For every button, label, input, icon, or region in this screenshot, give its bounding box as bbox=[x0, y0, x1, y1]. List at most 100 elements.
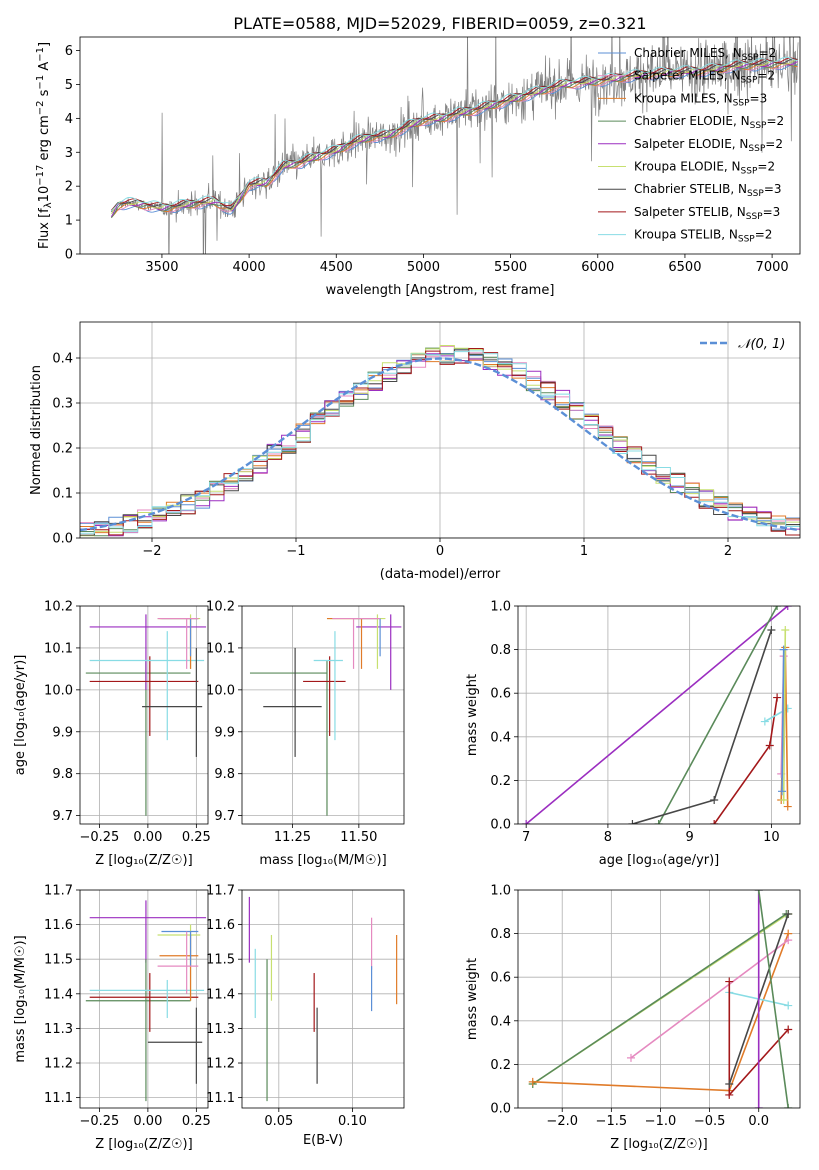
axes-frame bbox=[79, 36, 801, 255]
x-tick-label: 4000 bbox=[233, 260, 266, 275]
x-tick-label: 11.25 bbox=[274, 830, 311, 845]
x-tick-label: 0.00 bbox=[133, 1114, 162, 1129]
x-tick-label: −0.5 bbox=[694, 1114, 726, 1129]
legend-sub: SSP bbox=[738, 235, 755, 245]
y-tick-label: 0.2 bbox=[490, 774, 511, 789]
x-tick-label: −2 bbox=[142, 544, 161, 559]
weight-marker bbox=[725, 977, 734, 986]
y-tick-label: 0.1 bbox=[52, 487, 73, 502]
x-tick-label: 6500 bbox=[668, 260, 701, 275]
label-part: ] bbox=[37, 42, 52, 47]
weight-marker bbox=[710, 796, 719, 805]
axes-weight-z: −2.0 −1.5 −1.0 −0.5 0.0 0.0 0.2 0.4 0.6 0.8 1.0 Z [… bbox=[465, 884, 801, 1152]
y-tick-label: 1.0 bbox=[490, 884, 511, 899]
label-part: λ bbox=[43, 202, 54, 208]
y-tick-label: 0.0 bbox=[490, 1102, 511, 1117]
x-tick-label: 0.0 bbox=[748, 1114, 769, 1129]
x-tick-label: 2 bbox=[724, 544, 732, 559]
y-axis-label: Normed distribution bbox=[29, 365, 44, 495]
y-tick-label: 11.3 bbox=[44, 1022, 73, 1037]
y-tick-label: 11.2 bbox=[44, 1057, 73, 1072]
x-axis-label: E(B-V) bbox=[303, 1133, 343, 1148]
y-tick-label: 0.8 bbox=[490, 643, 511, 658]
weight-marker bbox=[725, 1080, 734, 1089]
weight-marker bbox=[626, 1053, 635, 1062]
x-tick-label: 5500 bbox=[494, 260, 527, 275]
weight-marker bbox=[779, 796, 788, 805]
x-tick-label: 1 bbox=[580, 544, 588, 559]
y-axis-label: Flux [fλ10−17 erg cm−2 s−1 A−1] bbox=[35, 42, 54, 249]
x-tick-label: 7000 bbox=[756, 260, 789, 275]
plot-area bbox=[80, 606, 208, 824]
y-tick-label: 11.5 bbox=[206, 953, 235, 968]
y-tick-label: 9.7 bbox=[214, 809, 235, 824]
legend-sub: SSP bbox=[747, 189, 764, 199]
legend-value: =2 bbox=[755, 228, 773, 242]
y-axis-label: age [log₁₀(age/yr)] bbox=[13, 655, 28, 776]
weight-line bbox=[757, 890, 789, 1108]
normal-curve bbox=[80, 357, 800, 532]
y-tick-label: 11.1 bbox=[44, 1091, 73, 1106]
legend-entry: Chabrier MILES, NSSP=2 bbox=[634, 46, 776, 63]
plot-area bbox=[242, 606, 404, 824]
label-part: −1 bbox=[35, 75, 46, 90]
weight-marker bbox=[784, 1104, 793, 1108]
y-tick-label: 0.3 bbox=[52, 397, 73, 412]
x-axis-label: Z [log₁₀(Z/Z☉)] bbox=[610, 1137, 707, 1152]
label-part: −2 bbox=[35, 100, 46, 115]
y-tick-label: 11.6 bbox=[44, 918, 73, 933]
legend-sub: SSP bbox=[748, 144, 765, 154]
x-axis-label: wavelength [Angstrom, rest frame] bbox=[326, 283, 555, 298]
label-part: −17 bbox=[35, 165, 46, 186]
axes-weight-age: 7 8 9 10 0.0 0.2 0.4 0.6 0.8 1.0 age [log₁₀(age/yr… bbox=[465, 600, 801, 868]
y-tick-label: 0.4 bbox=[490, 730, 511, 745]
y-tick-label: 9.9 bbox=[52, 725, 73, 740]
y-tick-label: 11.1 bbox=[206, 1091, 235, 1106]
x-tick-label: −0.25 bbox=[79, 1114, 119, 1129]
axes-frame bbox=[241, 889, 405, 1109]
legend-name: Salpeter STELIB, N bbox=[634, 205, 746, 219]
y-tick-label: 0.0 bbox=[52, 532, 73, 547]
y-tick-label: 0.4 bbox=[490, 1014, 511, 1029]
x-axis-label: (data-model)/error bbox=[380, 567, 501, 582]
axes-residuals: −2 −1 0 1 2 0.0 0.1 0.2 0.3 0.4 (data-model)/error… bbox=[29, 321, 801, 582]
weight-marker bbox=[760, 717, 769, 726]
y-tick-label: 11.4 bbox=[44, 987, 73, 1002]
legend-entry: Salpeter MILES, NSSP=2 bbox=[634, 69, 775, 86]
weight-marker bbox=[773, 606, 782, 610]
legend-value: =2 bbox=[765, 137, 783, 151]
y-tick-label: 6 bbox=[65, 44, 73, 59]
axes-frame bbox=[79, 889, 209, 1109]
label-part: erg cm bbox=[37, 115, 52, 164]
legend-entry: Kroupa MILES, NSSP=3 bbox=[634, 91, 767, 108]
legend-value: =2 bbox=[759, 46, 777, 60]
y-tick-label: 0.4 bbox=[52, 352, 73, 367]
y-tick-label: 9.9 bbox=[214, 725, 235, 740]
x-tick-label: 3500 bbox=[145, 260, 178, 275]
x-tick-label: 0.25 bbox=[182, 1114, 211, 1129]
label-part: A bbox=[37, 62, 52, 75]
legend-sub: SSP bbox=[741, 76, 758, 86]
model-line bbox=[111, 57, 798, 211]
x-tick-label: 0 bbox=[436, 544, 444, 559]
y-axis-label: mass weight bbox=[465, 674, 480, 756]
plot-area bbox=[242, 890, 404, 1108]
y-tick-label: 1 bbox=[65, 214, 73, 229]
legend-entry: Kroupa ELODIE, NSSP=2 bbox=[634, 160, 775, 177]
x-tick-label: 0.05 bbox=[264, 1114, 293, 1129]
axes-frame bbox=[79, 605, 209, 825]
x-tick-label: −1 bbox=[286, 544, 305, 559]
y-tick-label: 10.1 bbox=[44, 641, 73, 656]
legend-sub: SSP bbox=[742, 53, 759, 63]
y-tick-label: 0.2 bbox=[52, 442, 73, 457]
axes-frame bbox=[517, 605, 801, 825]
x-tick-label: 0.25 bbox=[182, 830, 211, 845]
legend-sub: SSP bbox=[741, 167, 758, 177]
plot-area bbox=[80, 322, 800, 538]
weight-line bbox=[532, 913, 787, 1085]
weight-marker bbox=[767, 625, 776, 634]
weight-marker bbox=[781, 625, 790, 634]
axes-frame bbox=[241, 605, 405, 825]
legend-entry: Chabrier ELODIE, NSSP=2 bbox=[634, 114, 784, 131]
